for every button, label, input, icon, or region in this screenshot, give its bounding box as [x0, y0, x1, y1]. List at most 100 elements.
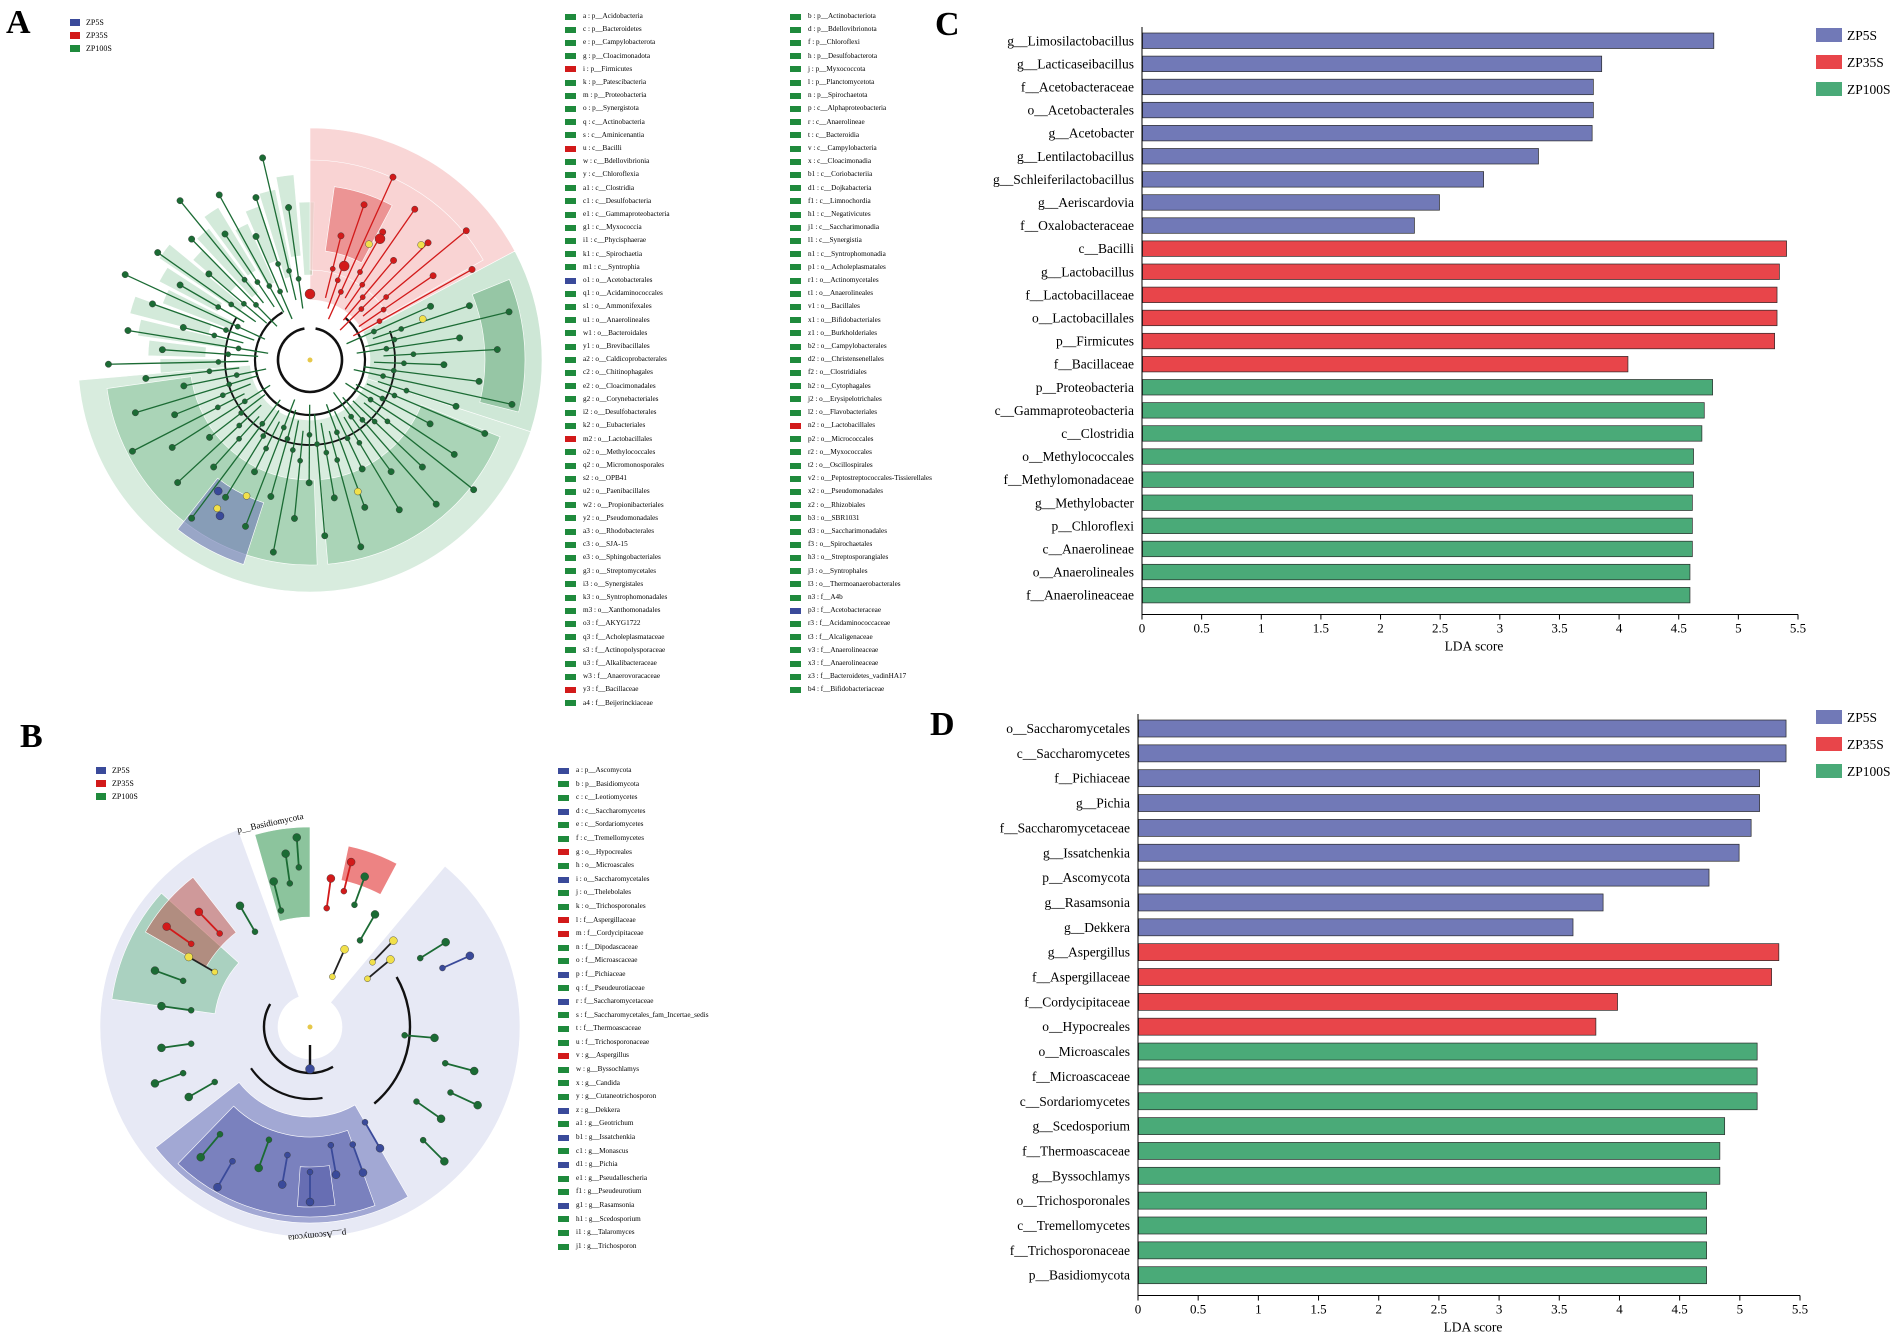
clado-a-clade-lactobacillales — [324, 186, 393, 264]
bar-p-basidiomycota — [1138, 1266, 1707, 1285]
tree-node — [157, 1043, 166, 1053]
tree-node — [260, 433, 267, 439]
taxa-key-label: d3 : o__Saccharimonadales — [808, 526, 888, 535]
bar-label: o__Microascales — [1039, 1044, 1130, 1059]
taxa-key-label: z : g__Dekkera — [576, 1105, 620, 1114]
taxa-key-item: h : p__Desulfobacterota — [790, 50, 932, 63]
taxa-key-item: v3 : f__Anaerolineaceae — [790, 644, 932, 657]
taxa-key-label: b3 : o__SBR1031 — [808, 513, 860, 522]
tree-node — [150, 1079, 160, 1088]
tree-node — [379, 395, 386, 402]
bar-f-trichosporonaceae — [1138, 1241, 1707, 1260]
taxa-key-swatch — [565, 119, 576, 126]
taxa-key-item: b : p__Basidiomycota — [558, 778, 709, 792]
legend-label-zp35s: ZP35S — [1847, 55, 1884, 70]
taxa-key-label: h : p__Desulfobacterota — [808, 51, 878, 60]
taxa-key-swatch — [558, 1066, 569, 1073]
taxa-key-swatch — [565, 66, 576, 73]
taxa-key-swatch — [558, 890, 569, 897]
taxa-key-swatch — [565, 620, 576, 627]
taxa-key-swatch — [790, 172, 801, 179]
taxa-key-swatch — [558, 835, 569, 842]
taxa-key-swatch — [565, 541, 576, 548]
taxa-key-label: o2 : o__Methylococcales — [583, 447, 656, 456]
taxa-key-item: v2 : o__Peptostreptococcales-Tissierella… — [790, 472, 932, 485]
taxa-key-label: v3 : f__Anaerolineaceae — [808, 645, 879, 654]
x-tick-label: 3 — [1497, 621, 1504, 636]
tree-node — [162, 922, 171, 931]
tree-node — [367, 396, 374, 403]
legend-swatch-zp35s — [1816, 55, 1842, 69]
taxa-key-item: i1 : g__Talaromyces — [558, 1226, 709, 1240]
taxa-key-item: z : g__Dekkera — [558, 1104, 709, 1118]
tree-node — [281, 849, 290, 858]
bar-label: g__Issatchenkia — [1043, 845, 1130, 860]
bar-g-byssochlamys — [1138, 1166, 1721, 1185]
taxa-key-swatch — [565, 515, 576, 522]
taxa-key-swatch — [565, 370, 576, 377]
tree-node — [418, 463, 426, 471]
taxa-key-swatch — [565, 277, 576, 284]
legend-label-zp100s: ZP100S — [1847, 82, 1890, 97]
taxa-key-item: t3 : f__Alcaligenaceae — [790, 631, 932, 644]
taxa-key-label: i : p__Firmicutes — [583, 64, 633, 73]
tree-node — [417, 954, 424, 962]
tree-node — [105, 360, 112, 368]
taxa-key-a-right: b : p__Actinobacteriota d : p__Bdellovibr… — [790, 10, 932, 697]
taxa-key-label: c2 : o__Chitinophagales — [583, 368, 653, 377]
bar-label: o__Hypocreales — [1042, 1019, 1130, 1034]
taxa-key-item: v : c__Campylobacteria — [790, 142, 932, 155]
tree-node — [468, 266, 476, 273]
taxa-key-item: l : p__Planctomycetota — [790, 76, 932, 89]
tree-node — [215, 404, 221, 411]
taxa-key-label: s1 : o__Ammonifexales — [583, 302, 652, 311]
tree-node — [410, 351, 417, 358]
taxa-key-swatch — [565, 198, 576, 205]
tree-node — [206, 368, 213, 375]
taxa-key-swatch — [790, 356, 801, 363]
taxa-key-swatch — [790, 264, 801, 271]
tree-node — [275, 261, 281, 267]
taxa-key-label: s3 : f__Actinopolysporaceae — [583, 645, 666, 654]
taxa-key-swatch — [558, 1012, 569, 1019]
taxa-key-item: r1 : o__Actinomycetales — [790, 274, 932, 287]
taxa-key-item: g : p__Cloacimonadota — [565, 50, 670, 63]
clado-b-clade-pichiaceae — [297, 1165, 336, 1208]
tree-node — [447, 1089, 454, 1096]
taxa-key-item: a : p__Acidobacteria — [565, 10, 670, 23]
taxa-key-label: t3 : f__Alcaligenaceae — [808, 632, 873, 641]
tree-node — [242, 522, 249, 530]
x-axis-label: LDA score — [1445, 639, 1504, 654]
clado-a-clade-acetobacterales — [177, 477, 265, 565]
taxa-key-swatch — [558, 822, 569, 829]
taxa-key-item: k : p__Patescibacteria — [565, 76, 670, 89]
bar-label: f__Acetobacteraceae — [1021, 79, 1134, 94]
tree-node — [401, 360, 407, 367]
tree-node — [205, 270, 213, 278]
taxa-key-swatch — [558, 849, 569, 856]
tree-node — [383, 294, 389, 300]
tree-node — [330, 494, 338, 502]
bar-g-dekkera — [1138, 918, 1574, 937]
bar-label: f__Cordycipitaceae — [1024, 994, 1130, 1009]
taxa-key-label: i1 : g__Talaromyces — [576, 1228, 635, 1237]
taxa-key-swatch — [790, 528, 801, 535]
taxa-key-item: f : c__Tremellomycetes — [558, 832, 709, 846]
tree-node — [358, 1168, 368, 1177]
taxa-key-label: j1 : c__Saccharimonadia — [808, 223, 880, 232]
tree-node — [436, 1114, 446, 1123]
tree-node — [374, 233, 386, 244]
tree-node — [395, 506, 403, 514]
tree-node — [441, 938, 450, 947]
taxa-key-item: j1 : g__Trichosporon — [558, 1240, 709, 1254]
tree-node — [220, 392, 226, 399]
taxa-key-swatch — [558, 1107, 569, 1114]
x-tick-label: 0 — [1139, 621, 1146, 636]
legend-swatch-zp35s — [1816, 737, 1842, 751]
tree-node — [211, 332, 218, 339]
taxa-key-swatch — [790, 396, 801, 403]
taxa-key-item: b : p__Actinobacteriota — [790, 10, 932, 23]
tree-node — [419, 1136, 427, 1144]
taxa-key-swatch — [558, 1121, 569, 1128]
taxa-key-swatch — [558, 781, 569, 788]
